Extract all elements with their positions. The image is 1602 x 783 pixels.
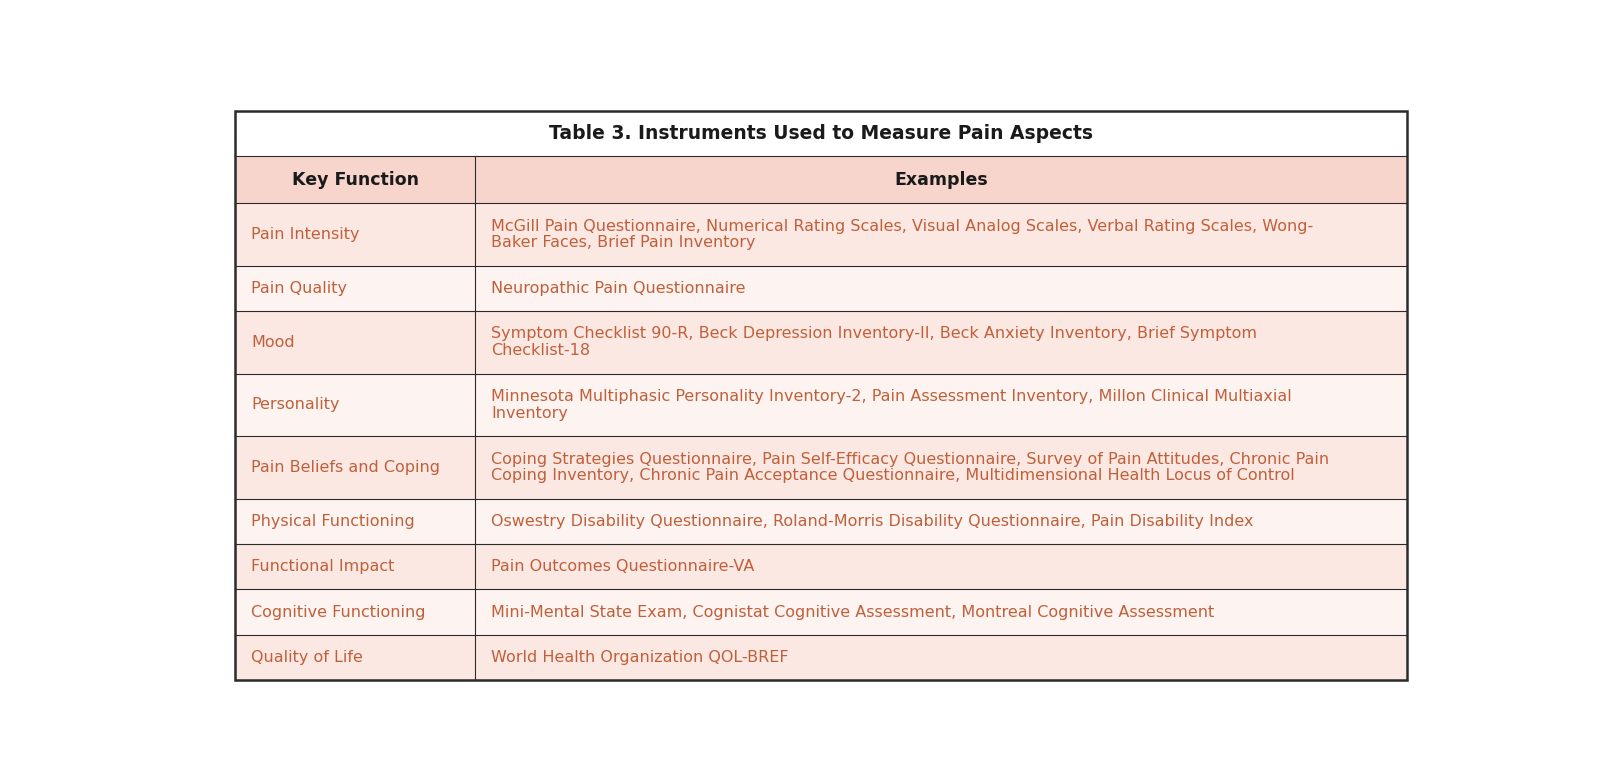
Bar [235,635,476,680]
Text: Physical Functioning: Physical Functioning [252,514,415,529]
Text: Quality of Life: Quality of Life [252,650,364,665]
Bar [476,311,1407,373]
Text: Functional Impact: Functional Impact [252,559,394,574]
Text: Key Function: Key Function [292,171,418,189]
Text: World Health Organization QOL-BREF: World Health Organization QOL-BREF [492,650,790,665]
Bar [235,156,476,203]
Bar [476,635,1407,680]
Text: Mini-Mental State Exam, Cognistat Cognitive Assessment, Montreal Cognitive Asses: Mini-Mental State Exam, Cognistat Cognit… [492,604,1214,619]
Bar [235,373,476,436]
Text: Coping Inventory, Chronic Pain Acceptance Questionnaire, Multidimensional Health: Coping Inventory, Chronic Pain Acceptanc… [492,468,1294,483]
Text: Table 3. Instruments Used to Measure Pain Aspects: Table 3. Instruments Used to Measure Pai… [549,124,1093,143]
Text: Pain Quality: Pain Quality [252,281,348,296]
Bar [476,436,1407,499]
Text: Mood: Mood [252,335,295,350]
Text: Checklist-18: Checklist-18 [492,343,591,358]
Bar [235,111,1407,156]
Text: Pain Outcomes Questionnaire-VA: Pain Outcomes Questionnaire-VA [492,559,755,574]
Bar [235,590,476,635]
Text: McGill Pain Questionnaire, Numerical Rating Scales, Visual Analog Scales, Verbal: McGill Pain Questionnaire, Numerical Rat… [492,218,1314,233]
Text: Pain Beliefs and Coping: Pain Beliefs and Coping [252,460,441,475]
Bar [235,203,476,265]
Bar [476,499,1407,544]
Text: Symptom Checklist 90-R, Beck Depression Inventory-II, Beck Anxiety Inventory, Br: Symptom Checklist 90-R, Beck Depression … [492,327,1258,341]
Bar [235,499,476,544]
Text: Inventory: Inventory [492,406,569,420]
Bar [476,265,1407,311]
Text: Oswestry Disability Questionnaire, Roland-Morris Disability Questionnaire, Pain : Oswestry Disability Questionnaire, Rolan… [492,514,1254,529]
Text: Baker Faces, Brief Pain Inventory: Baker Faces, Brief Pain Inventory [492,235,756,251]
Text: Examples: Examples [894,171,988,189]
Bar [235,544,476,590]
Text: Pain Intensity: Pain Intensity [252,227,360,242]
Bar [476,373,1407,436]
Bar [476,544,1407,590]
Text: Minnesota Multiphasic Personality Inventory-2, Pain Assessment Inventory, Millon: Minnesota Multiphasic Personality Invent… [492,389,1293,404]
Text: Personality: Personality [252,398,340,413]
Bar [476,203,1407,265]
Bar [235,436,476,499]
Text: Neuropathic Pain Questionnaire: Neuropathic Pain Questionnaire [492,281,747,296]
Text: Coping Strategies Questionnaire, Pain Self-Efficacy Questionnaire, Survey of Pai: Coping Strategies Questionnaire, Pain Se… [492,452,1330,467]
Text: Cognitive Functioning: Cognitive Functioning [252,604,426,619]
Bar [476,590,1407,635]
Bar [235,311,476,373]
Bar [476,156,1407,203]
Bar [235,265,476,311]
